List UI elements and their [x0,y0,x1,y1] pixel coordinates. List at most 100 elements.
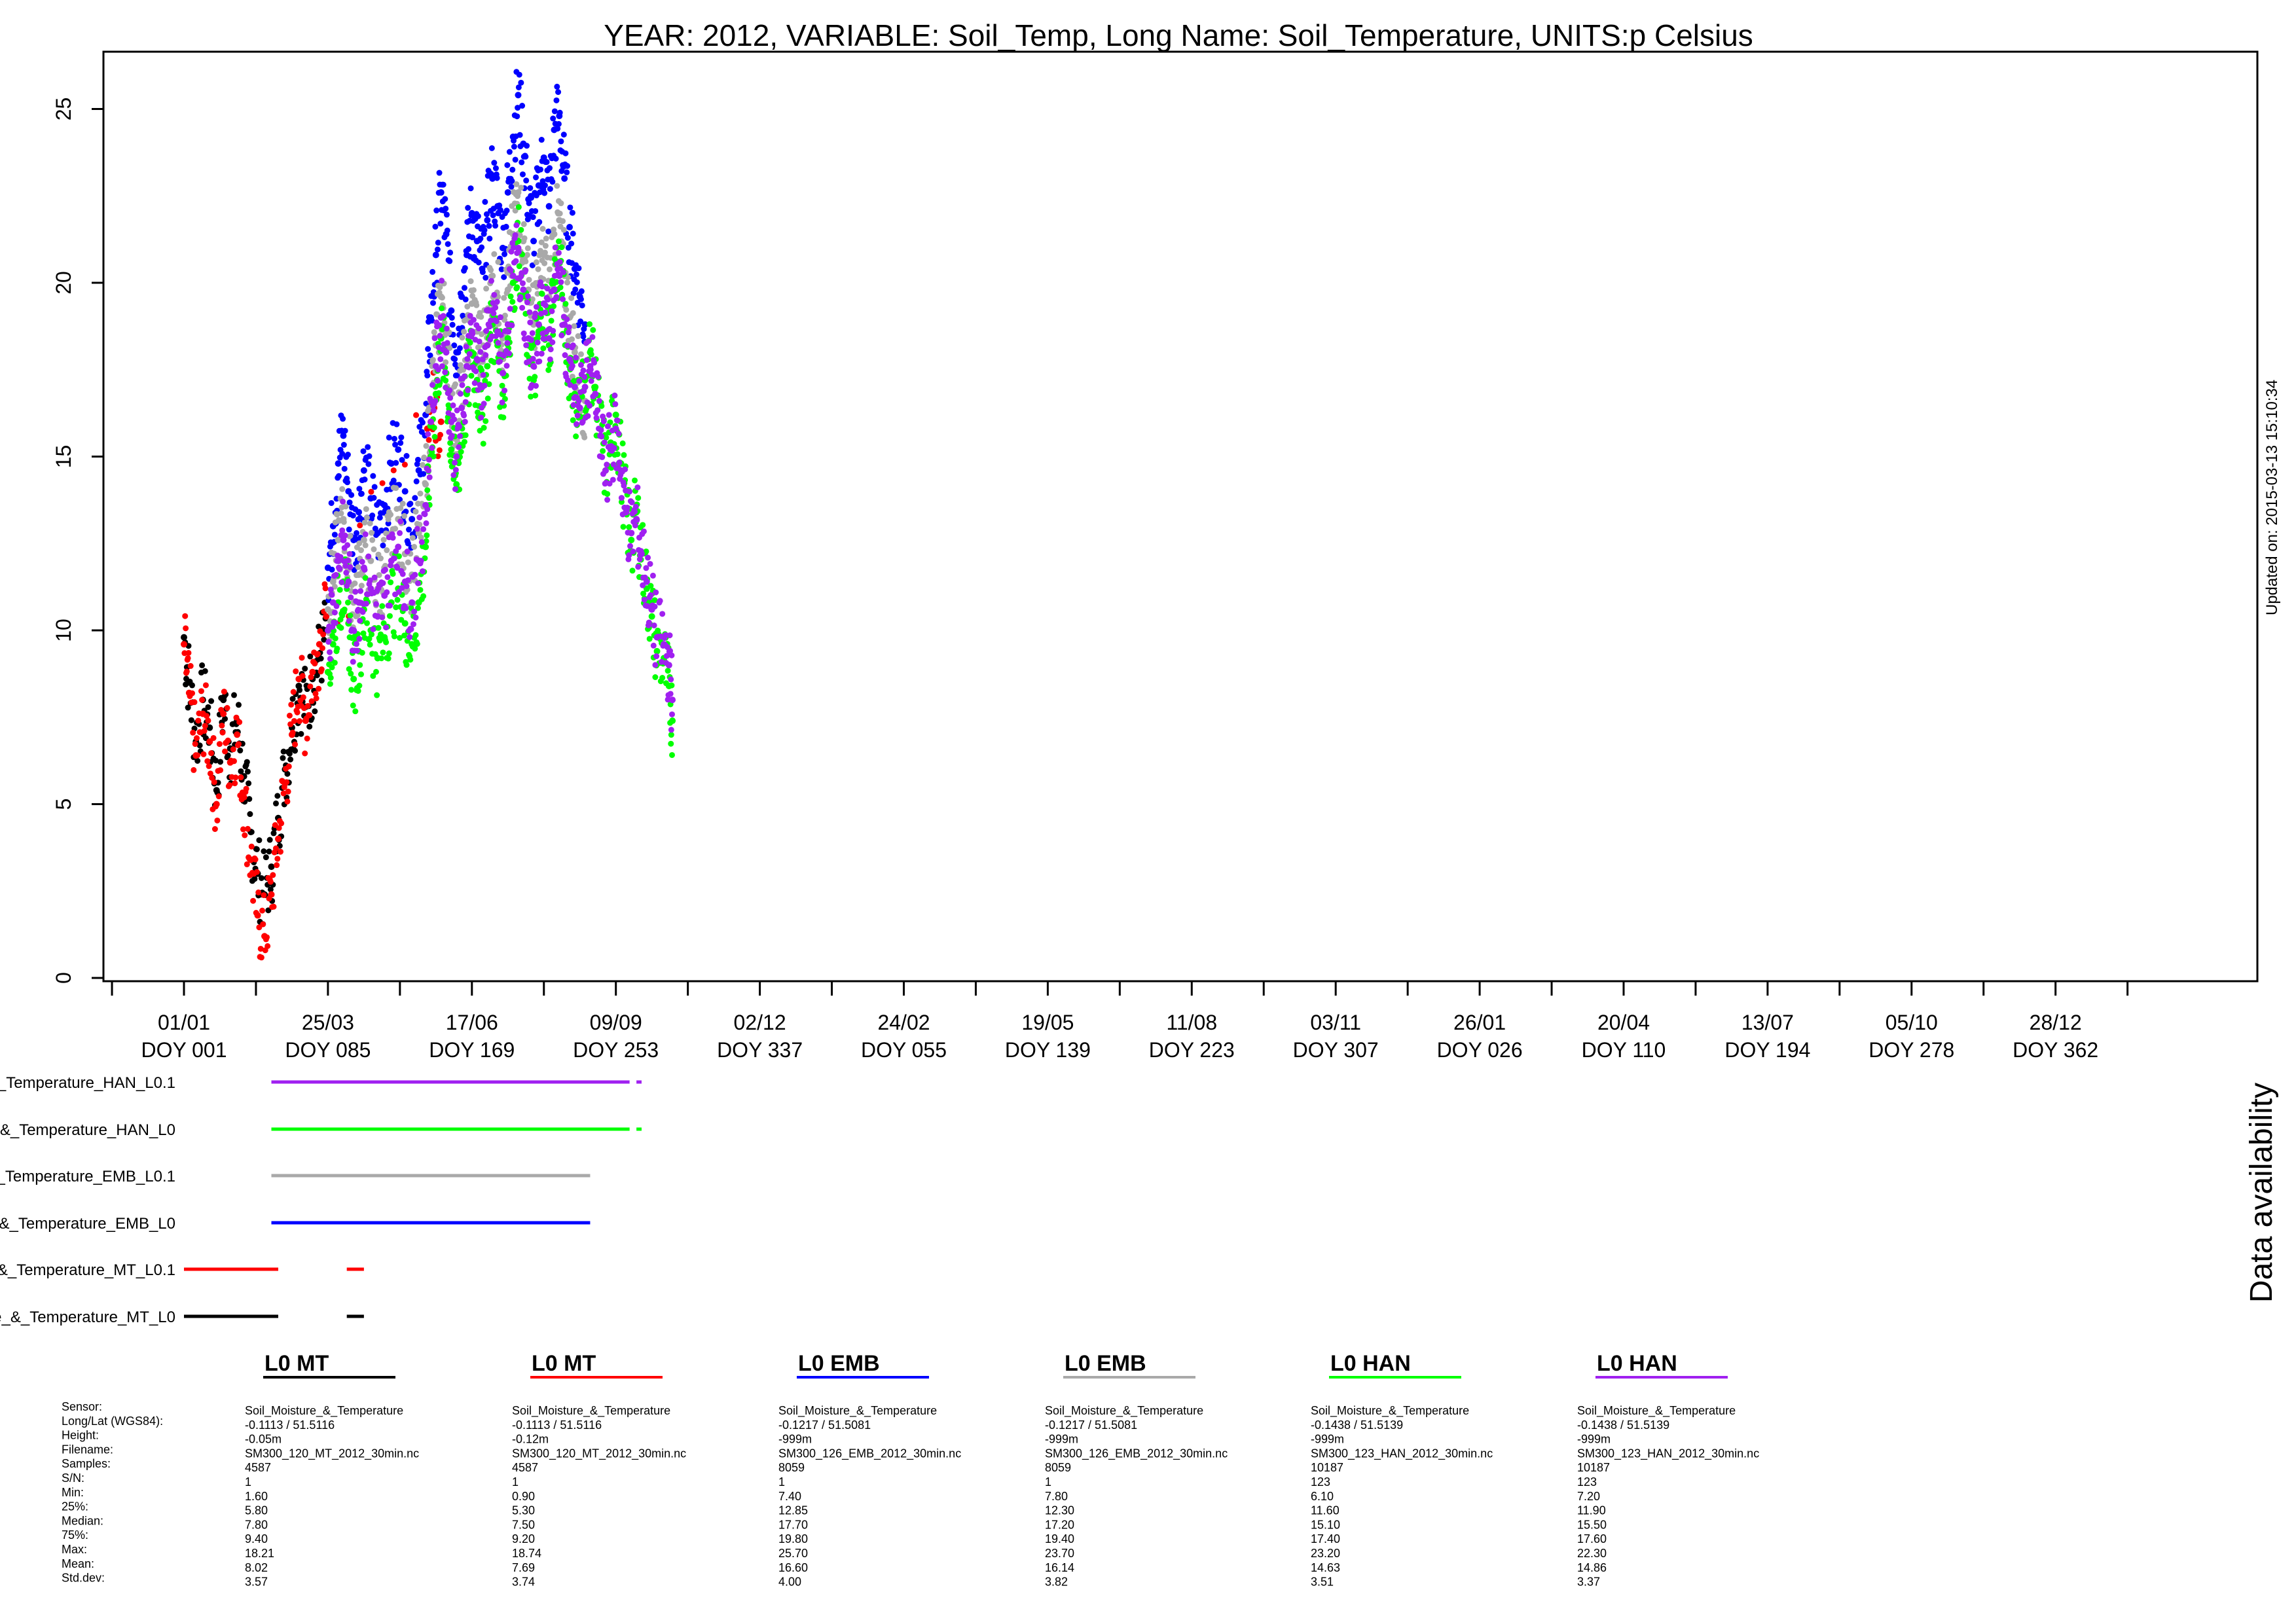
data-point [443,206,449,212]
availability-row-label: _Temperature_EMB_L0.1 [0,1168,175,1185]
data-point [524,143,530,149]
data-point [378,527,385,533]
data-point [486,381,492,388]
data-point [470,287,477,293]
data-point [327,674,334,681]
data-point [505,329,512,335]
data-point [375,624,382,631]
data-point [549,308,555,314]
stats-column-header: L0 HAN [1330,1351,1411,1376]
stats-cell: 7.80 [1045,1490,1068,1503]
data-point [643,578,650,585]
stats-cell: 18.74 [512,1547,541,1560]
data-point [205,717,211,724]
x-tick-doy-label: DOY 026 [1437,1038,1523,1062]
data-point [570,310,576,316]
data-point [331,532,338,538]
data-point [243,785,249,792]
data-point [514,284,520,291]
data-point [567,204,574,211]
data-point [528,194,535,201]
data-point [406,526,412,533]
data-point [459,334,465,341]
data-point [431,433,438,440]
stats-cell: 7.50 [512,1518,535,1531]
data-point [362,542,369,549]
data-point [475,325,482,332]
data-point [416,514,423,521]
data-point [621,482,627,489]
data-point [312,708,318,715]
data-point [244,759,250,765]
data-point [524,251,530,258]
data-series-layer [181,69,676,961]
data-point [600,418,607,424]
data-point [401,461,408,468]
data-point [445,414,451,420]
data-point [452,356,458,363]
x-tick-doy-label: DOY 253 [573,1038,659,1062]
data-point [340,518,347,525]
data-point [577,318,584,325]
data-point [514,113,520,120]
data-point [432,397,439,404]
stats-cell: 4587 [245,1461,271,1474]
data-point [364,514,371,521]
data-point [564,163,571,170]
data-point [595,373,602,380]
data-point [549,179,556,185]
data-point [556,272,563,280]
stats-cell: 12.85 [778,1504,808,1517]
data-point [410,621,417,628]
data-point [238,768,244,774]
data-point [467,278,474,285]
data-point [538,239,545,245]
data-point [583,357,590,363]
data-point [604,491,611,497]
data-point [558,200,564,207]
data-point [362,575,369,581]
data-point [398,434,405,441]
data-point [346,499,353,506]
data-point [486,323,493,330]
data-point [492,218,498,225]
data-point [602,467,609,474]
data-point [585,338,592,344]
data-point [255,889,262,895]
data-point [577,296,584,302]
data-point [533,174,539,181]
stats-cell: -0.1113 / 51.5116 [245,1418,335,1432]
data-point [448,446,455,453]
data-point [386,434,392,441]
data-point [494,298,500,305]
availability-row-label: &_Temperature_HAN_L0 [0,1121,175,1139]
stats-cell: 7.20 [1577,1490,1600,1503]
data-point [385,655,392,662]
stats-cell: 17.60 [1577,1532,1607,1545]
stats-cell: SM300_120_MT_2012_30min.nc [245,1447,419,1460]
data-point [202,682,209,689]
data-point [546,266,553,272]
stats-row-label: Long/Lat (WGS84): [62,1415,163,1428]
data-point [380,580,386,586]
data-point [556,210,563,217]
data-point [468,372,475,379]
data-point [490,310,497,317]
stats-cell: 9.20 [512,1532,535,1545]
data-point [390,571,396,577]
data-point [548,317,555,324]
data-point [388,511,394,518]
data-point [361,519,368,526]
data-point [497,314,503,321]
data-point [564,169,570,175]
data-point [182,613,189,619]
data-point [312,660,318,667]
data-point [399,585,405,591]
data-point [418,558,424,564]
data-point [587,403,593,409]
data-point [380,537,387,543]
data-point [486,223,492,229]
data-point [529,296,536,302]
data-point [665,668,671,674]
data-point [513,181,520,187]
